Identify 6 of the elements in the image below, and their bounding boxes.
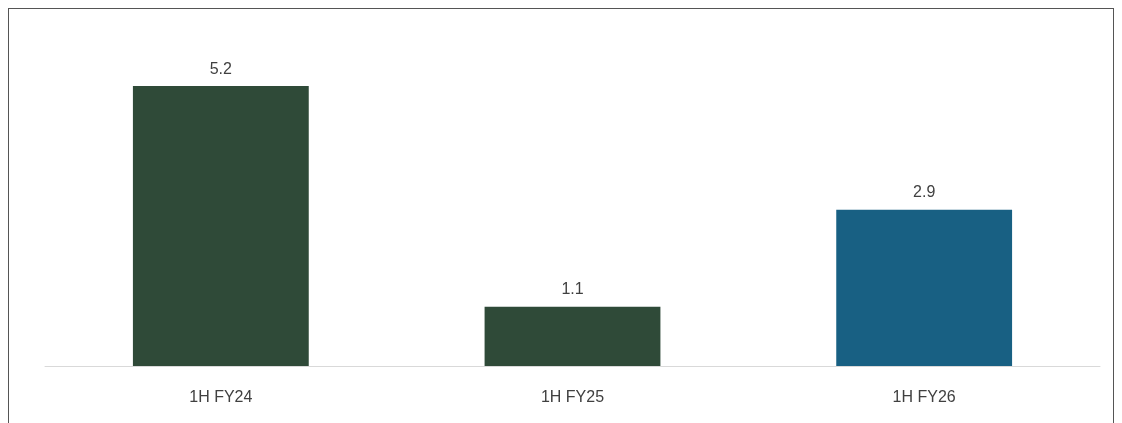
x-tick-label: 1H FY25 (540, 387, 605, 405)
data-label: 1.1 (561, 280, 584, 298)
x-tick-label: 1H FY24 (189, 387, 253, 405)
data-label: 2.9 (913, 183, 936, 201)
data-label: 5.2 (209, 59, 233, 77)
x-tick-label: 1H FY26 (892, 387, 956, 405)
